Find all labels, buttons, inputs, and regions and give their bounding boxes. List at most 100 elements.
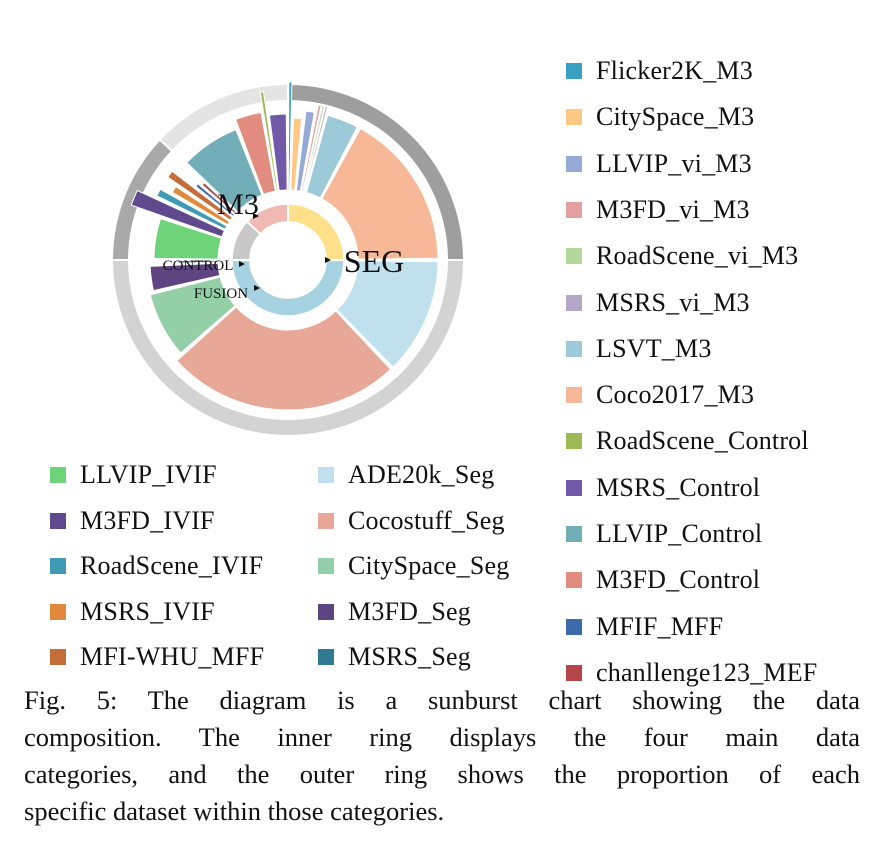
legend-label: LLVIP_vi_M3 — [596, 148, 752, 178]
legend-swatch — [50, 467, 66, 483]
legend-item-roadscene-vi-m3: RoadScene_vi_M3 — [566, 241, 798, 271]
legend-label: MSRS_Seg — [348, 642, 471, 671]
legend-item-cityspace-seg: CitySpace_Seg — [318, 551, 509, 581]
caption-line: Fig. 5: The diagram is a sunburst chart … — [24, 685, 860, 715]
legend-label: M3FD_IVIF — [80, 505, 215, 535]
segment-llvip-vi-m3 — [295, 110, 315, 192]
inner-seg — [231, 259, 345, 317]
legend-label: M3FD_Control — [596, 565, 761, 595]
legend-swatch — [566, 340, 582, 357]
legend-label: MSRS_vi_M3 — [596, 287, 750, 317]
legend-swatch — [318, 558, 334, 574]
segment-msrs-control — [268, 113, 288, 192]
legend-label: LLVIP_Control — [596, 519, 763, 548]
legend-label: Coco2017_M3 — [596, 380, 755, 410]
category-bands — [113, 85, 463, 436]
legend-item-m3fd-vi-m3: M3FD_vi_M3 — [566, 195, 750, 225]
figure-caption: Fig. 5: The diagram is a sunburst chart … — [24, 682, 860, 830]
legend-label: M3FD_Seg — [348, 596, 471, 626]
legend-swatch — [566, 63, 582, 79]
inner-control — [246, 203, 289, 235]
label-fusion: FUSION — [194, 286, 248, 302]
legend-swatch — [566, 664, 582, 681]
legend-item-roadscene-ivif: RoadScene_IVIF — [50, 551, 263, 581]
legend-swatch — [566, 109, 582, 126]
legend-swatch — [566, 618, 582, 635]
legend-item-flicker2k-m3: Flicker2K_M3 — [566, 56, 753, 86]
legend-label: MSRS_IVIF — [80, 596, 215, 626]
segment-m3fd-seg — [149, 262, 221, 292]
segment-roadscene-control — [259, 91, 279, 192]
label-m3: M3 — [217, 188, 259, 221]
legend-swatch — [566, 248, 582, 265]
legend-swatch — [318, 512, 334, 529]
legend-item-msrs-seg: MSRS_Seg — [318, 642, 471, 672]
legend-item-m3fd-seg: M3FD_Seg — [318, 597, 471, 627]
legend-item-llvip-control: LLVIP_Control — [566, 519, 762, 549]
legend-swatch — [566, 155, 582, 172]
label-pointer-icon — [325, 257, 331, 263]
segment-roadscene-ivif — [156, 188, 228, 230]
legend-item-llvip-vi-m3: LLVIP_vi_M3 — [566, 149, 752, 179]
caption-line: specific dataset within those categories… — [24, 796, 445, 826]
legend-item-lsvt-m3: LSVT_M3 — [566, 334, 712, 364]
legend-swatch — [566, 433, 582, 450]
legend-item-m3fd-control: M3FD_Control — [566, 565, 760, 595]
segment-cityspace-seg — [149, 276, 236, 354]
segment-roadscene-vi-m3 — [302, 105, 325, 193]
legend-item-cityspace-m3: CitySpace_M3 — [566, 102, 754, 132]
category-labels: M3 SEG CONTROL FUSION — [163, 188, 405, 302]
legend-label: MSRS_Control — [596, 472, 761, 502]
label-pointer-icon — [239, 261, 245, 267]
legend-item-roadscene-control: RoadScene_Control — [566, 426, 809, 456]
legend-label: CitySpace_M3 — [596, 102, 755, 132]
legend-item-mfif-mff: MFIF_MFF — [566, 612, 723, 642]
legend-label: M3FD_vi_M3 — [596, 194, 750, 224]
legend-swatch — [318, 603, 334, 620]
legend-item-cocostuff-seg: Cocostuff_Seg — [318, 506, 505, 536]
legend-item-msrs-ivif: MSRS_IVIF — [50, 597, 215, 627]
segment-cityspace-m3 — [290, 117, 303, 191]
segment-ade20k-seg — [336, 260, 439, 368]
band-control — [161, 85, 288, 150]
legend-item-coco2017-m3: Coco2017_M3 — [566, 380, 754, 410]
center-hole — [258, 230, 318, 290]
legend-label: RoadScene_IVIF — [80, 551, 264, 580]
category-ring — [231, 203, 345, 317]
label-pointer-icon — [254, 285, 260, 291]
legend-label: LLVIP_IVIF — [80, 460, 217, 489]
band-fusion — [113, 140, 171, 260]
segment-flicker2k-m3 — [287, 81, 293, 191]
legend-label: ADE20k_Seg — [348, 460, 495, 489]
dataset-segments — [130, 81, 439, 411]
legend-swatch — [50, 512, 66, 529]
sunburst-chart: M3 SEG CONTROL FUSION — [113, 81, 463, 436]
legend-swatch — [50, 603, 66, 620]
legend-item-llvip-ivif: LLVIP_IVIF — [50, 460, 217, 490]
segment-cocostuff-seg — [176, 306, 392, 411]
legend-swatch — [318, 467, 334, 483]
band-m3 — [288, 85, 463, 260]
legend-item-m3fd-ivif: M3FD_IVIF — [50, 506, 215, 536]
legend-swatch — [566, 387, 582, 404]
legend-swatch — [566, 526, 582, 542]
segment-llvip-control — [186, 128, 263, 213]
legend-item-msrs-control: MSRS_Control — [566, 473, 760, 503]
segment-m3fd-vi-m3 — [300, 104, 322, 193]
legend-label: Cocostuff_Seg — [348, 505, 505, 535]
legend-swatch — [318, 649, 334, 665]
legend-item-mfi-whu-mff: MFI-WHU_MFF — [50, 642, 264, 672]
segment-mfif-mff — [195, 183, 236, 218]
legend-label: RoadScene_Control — [596, 426, 809, 456]
legend-swatch — [50, 558, 66, 574]
label-control: CONTROL — [163, 258, 234, 274]
segment-msrs-seg — [177, 259, 219, 264]
label-pointer-icon — [253, 213, 259, 219]
segment-msrs-vi-m3 — [304, 105, 329, 193]
legend-label: CitySpace_Seg — [348, 551, 510, 580]
legend-item-chanllenge123-mef: chanllenge123_MEF — [566, 658, 817, 688]
segment-lsvt-m3 — [305, 114, 358, 199]
caption-line: composition. The inner ring displays the… — [24, 722, 860, 752]
legend-swatch — [50, 649, 66, 665]
segment-msrs-ivif — [171, 185, 231, 226]
